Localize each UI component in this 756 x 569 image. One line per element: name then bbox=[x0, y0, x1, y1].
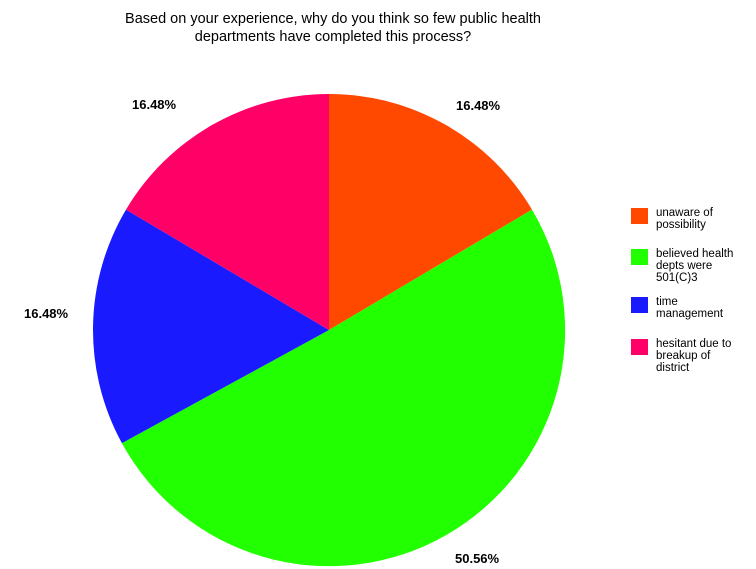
legend-label-3: time management bbox=[656, 296, 751, 320]
legend-item-4: hesitant due to breakup of district bbox=[631, 338, 751, 378]
legend-swatch-1 bbox=[631, 208, 648, 224]
legend-label-2: believed health depts were 501(C)3 bbox=[656, 248, 751, 284]
legend-label-4: hesitant due to breakup of district bbox=[656, 338, 751, 374]
pie-slice-4 bbox=[126, 93, 330, 330]
legend-swatch-2 bbox=[631, 249, 648, 265]
legend: unaware of possibility believed health dept… bbox=[631, 207, 751, 378]
legend-label-line: 501(C)3 bbox=[656, 272, 698, 284]
legend-label-line: unaware of bbox=[656, 207, 713, 219]
legend-label-line: time bbox=[656, 296, 678, 308]
slice-value-label-4: 16.48% bbox=[132, 97, 177, 112]
legend-label-line: district bbox=[656, 362, 690, 374]
legend-label-line: possibility bbox=[656, 219, 706, 231]
legend-swatch-4 bbox=[631, 339, 648, 355]
legend-label-1: unaware of possibility bbox=[656, 207, 751, 231]
legend-label-line: breakup of bbox=[656, 350, 711, 362]
slice-value-label-3: 16.48% bbox=[24, 306, 69, 321]
legend-label-line: depts were bbox=[656, 260, 713, 272]
chart-title: Based on your experience, why do you thi… bbox=[125, 11, 541, 45]
legend-item-3: time management bbox=[631, 296, 751, 338]
legend-item-2: believed health depts were 501(C)3 bbox=[631, 248, 751, 296]
pie-slice-3 bbox=[93, 209, 329, 444]
legend-label-line: hesitant due to bbox=[656, 338, 732, 350]
legend-label-line: believed health bbox=[656, 248, 734, 260]
legend-label-line: management bbox=[656, 308, 724, 320]
legend-item-1: unaware of possibility bbox=[631, 207, 751, 248]
slice-value-label-1: 16.48% bbox=[456, 98, 501, 113]
slice-value-label-2: 50.56% bbox=[455, 551, 500, 566]
legend-swatch-3 bbox=[631, 297, 648, 313]
pie-slice-1 bbox=[329, 94, 532, 330]
pie-slice-2 bbox=[121, 209, 566, 567]
